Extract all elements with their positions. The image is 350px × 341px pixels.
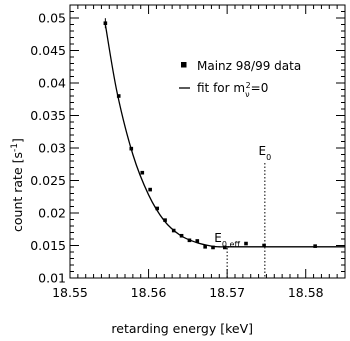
data-point bbox=[140, 170, 145, 175]
data-point bbox=[179, 233, 184, 238]
legend-fit-sub: ν bbox=[245, 90, 250, 99]
y-tick-label: 0.04 bbox=[38, 76, 66, 91]
y-axis-title-main: count rate [s bbox=[10, 152, 25, 232]
data-point bbox=[211, 245, 215, 250]
tick-labels: 18.55 18.56 18.57 18.58 0.01 0.015 0.02 0.025 0.… bbox=[30, 11, 323, 301]
y-axis-title-sup: -1 bbox=[10, 143, 20, 152]
fit-curve-group bbox=[104, 24, 345, 248]
data-point bbox=[262, 243, 266, 248]
marker-label-main: E bbox=[214, 231, 222, 245]
x-axis-title: retarding energy [keV] bbox=[111, 321, 253, 336]
y-axis-title-close: ] bbox=[10, 138, 25, 143]
axis-ticks bbox=[69, 4, 346, 279]
legend-marker-square bbox=[181, 62, 187, 68]
legend: Mainz 98/99 data fit for mν2=0 bbox=[179, 59, 301, 99]
x-tick-label: 18.57 bbox=[209, 285, 245, 300]
data-points-group bbox=[103, 18, 317, 250]
data-point bbox=[129, 146, 134, 151]
y-tick-label: 0.045 bbox=[30, 43, 66, 58]
data-point bbox=[171, 228, 176, 233]
legend-fit-suffix: =0 bbox=[251, 81, 269, 95]
data-point bbox=[313, 244, 317, 248]
fit-curve bbox=[104, 24, 345, 248]
data-point bbox=[148, 187, 152, 192]
data-point bbox=[203, 245, 207, 249]
data-point bbox=[244, 241, 248, 246]
y-tick-label: 0.015 bbox=[30, 238, 66, 253]
legend-label-fit: fit for mν2=0 bbox=[197, 81, 268, 99]
data-point bbox=[222, 245, 227, 250]
marker-label-sub: 0 bbox=[266, 153, 271, 162]
y-tick-label: 0.05 bbox=[38, 11, 66, 26]
marker-label: E0,eff bbox=[214, 231, 240, 249]
y-tick-label: 0.035 bbox=[30, 108, 66, 123]
y-tick-label: 0.02 bbox=[38, 206, 66, 221]
data-point bbox=[155, 206, 160, 211]
legend-fit-sup: 2 bbox=[246, 81, 251, 90]
y-tick-label: 0.01 bbox=[38, 271, 66, 286]
marker-label-sub: 0,eff bbox=[222, 240, 241, 249]
marker-label-main: E bbox=[259, 144, 267, 158]
x-tick-label: 18.58 bbox=[288, 285, 324, 300]
x-tick-label: 18.56 bbox=[131, 285, 167, 300]
y-tick-label: 0.025 bbox=[30, 173, 66, 188]
marker-label: E0 bbox=[259, 144, 272, 162]
y-tick-label: 0.03 bbox=[38, 141, 66, 156]
data-point bbox=[187, 238, 192, 243]
data-point bbox=[195, 239, 200, 243]
data-point bbox=[163, 218, 167, 222]
x-tick-label: 18.55 bbox=[52, 285, 88, 300]
legend-fit-prefix: fit for m bbox=[197, 81, 245, 95]
data-point bbox=[116, 94, 121, 98]
legend-label-data: Mainz 98/99 data bbox=[197, 59, 301, 73]
plot-frame bbox=[69, 4, 346, 279]
y-axis-title: count rate [s-1] bbox=[10, 138, 25, 232]
